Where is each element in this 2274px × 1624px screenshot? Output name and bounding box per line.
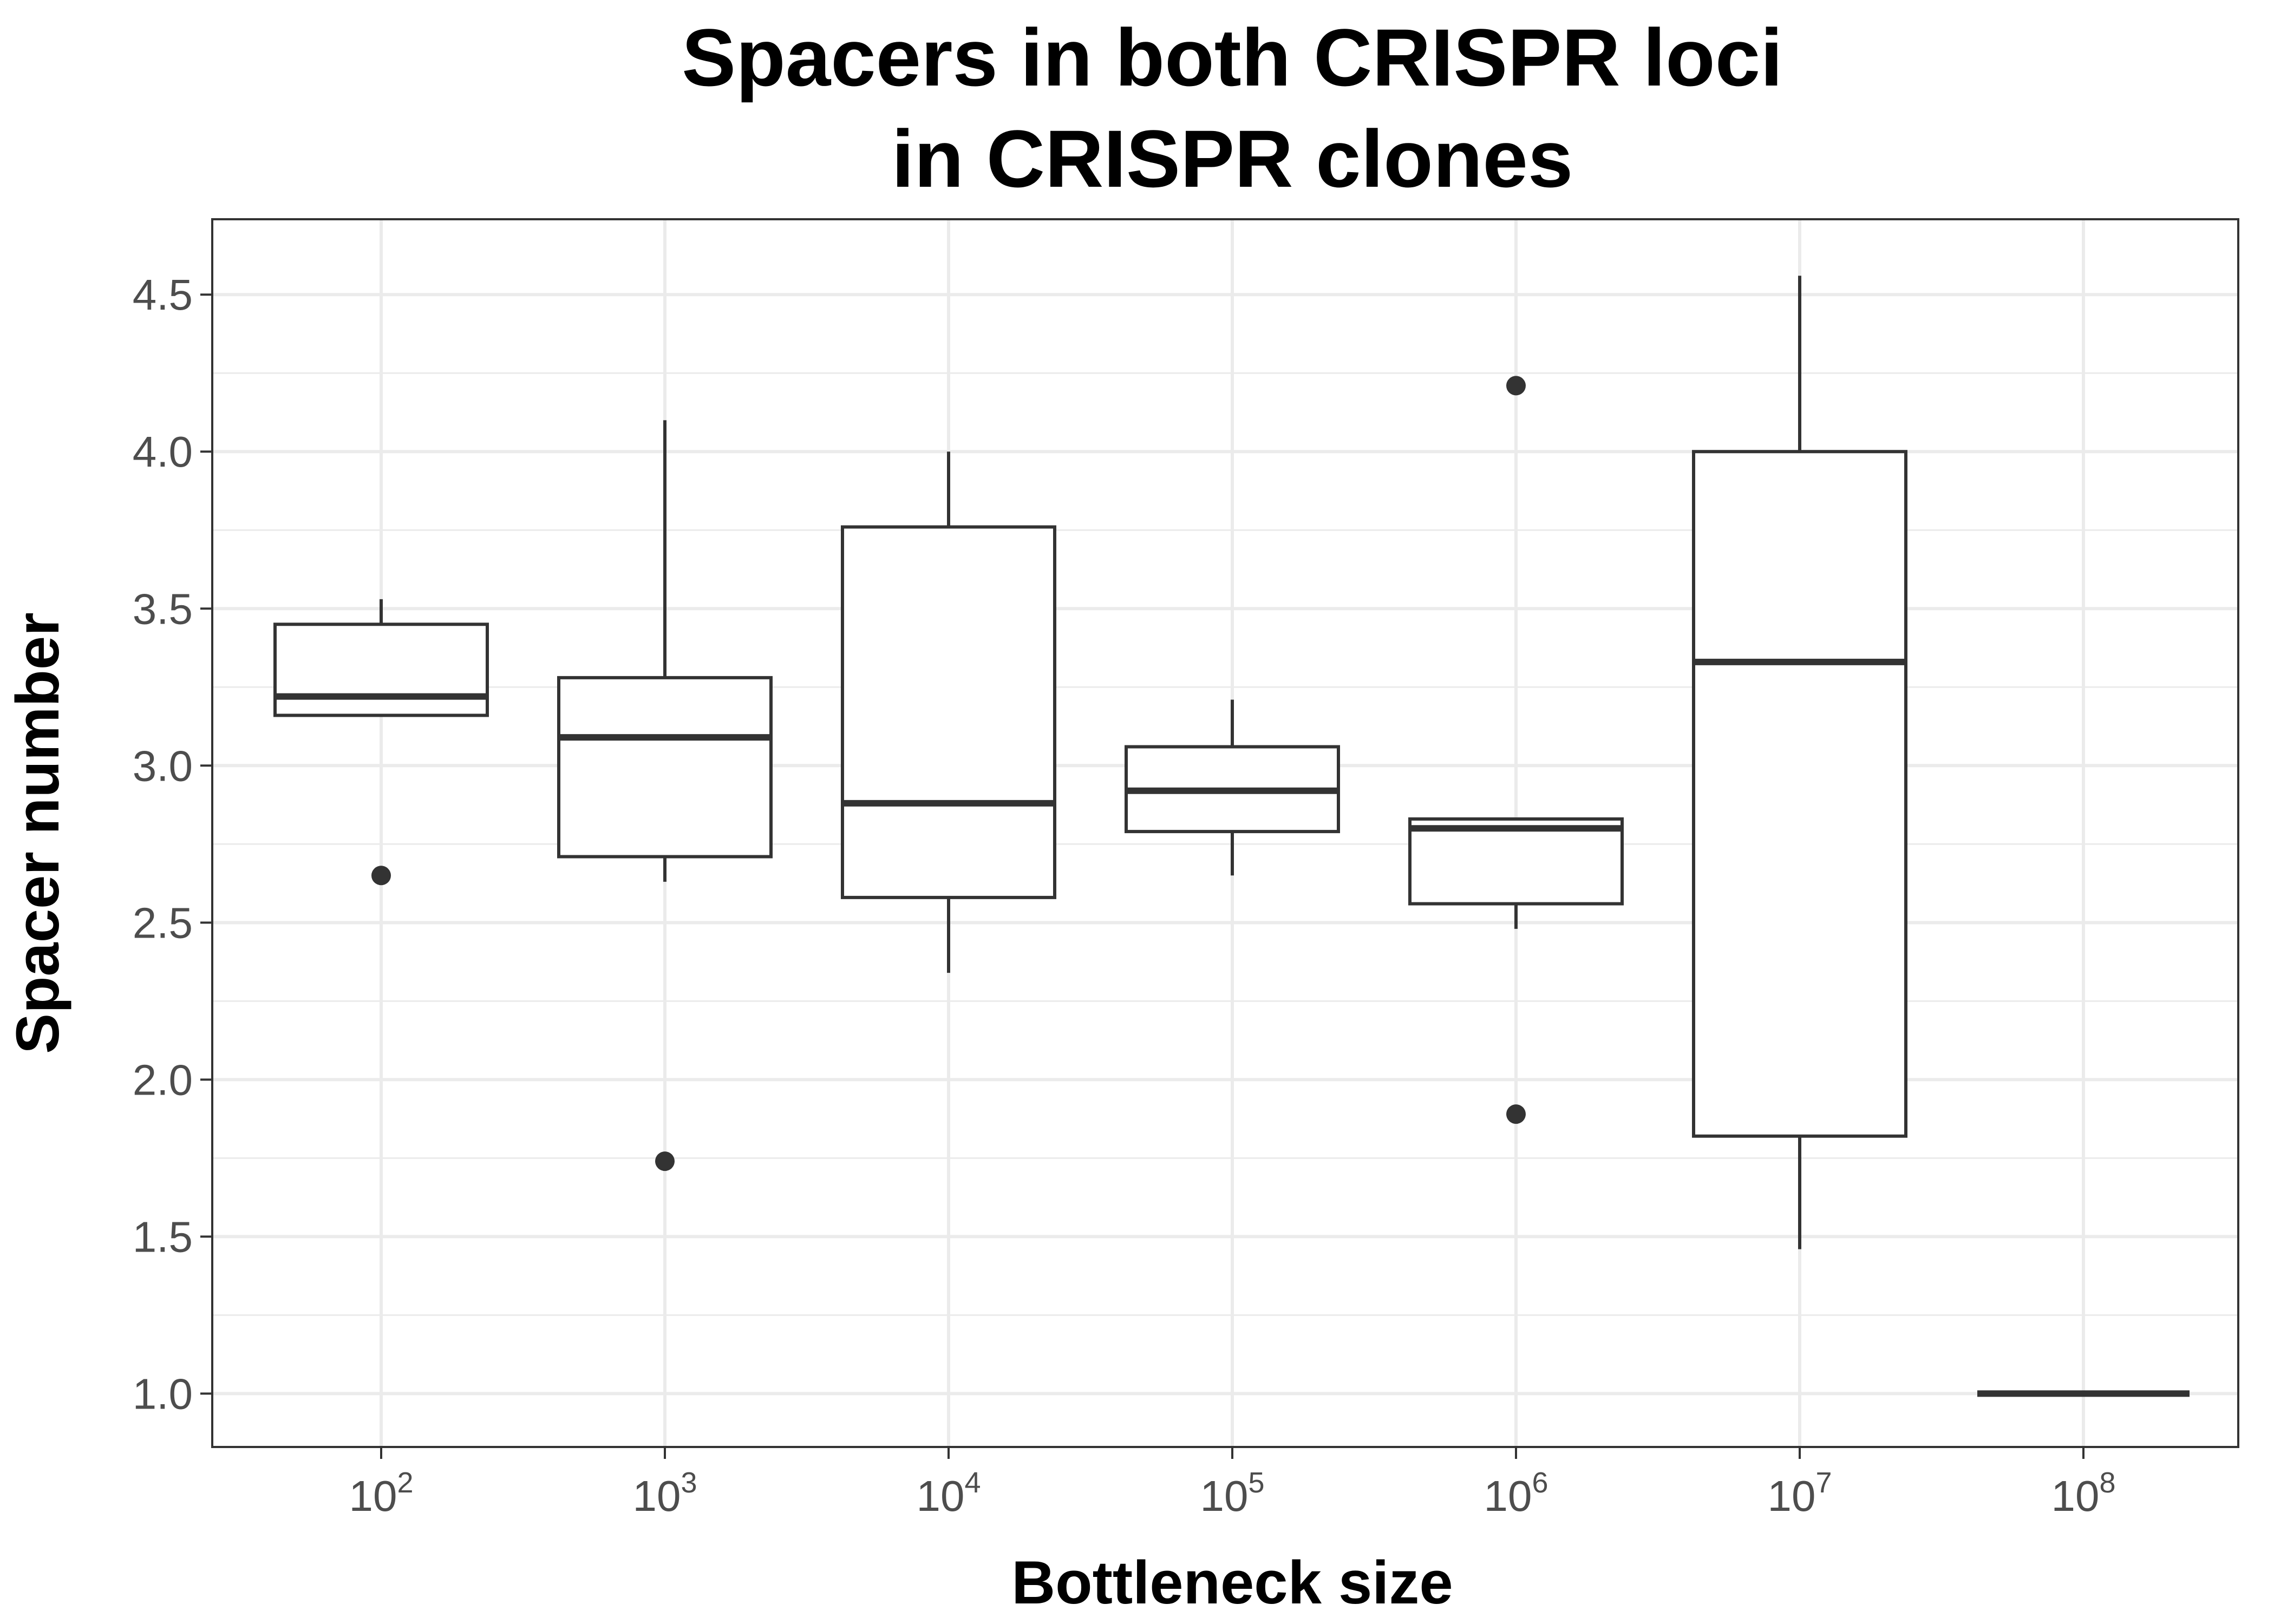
y-tick-label: 2.5 — [133, 899, 193, 947]
y-tick-label: 3.0 — [133, 742, 193, 790]
box-iqr — [1408, 817, 1624, 906]
x-tick-label: 106 — [1484, 1466, 1548, 1520]
x-tick-label: 102 — [349, 1466, 413, 1520]
outlier-point — [371, 866, 391, 886]
x-tick-label: 103 — [632, 1466, 697, 1520]
box-iqr — [557, 676, 773, 859]
chart-title-line-2: in CRISPR clones — [892, 113, 1573, 204]
plot-panel-border — [211, 218, 2239, 1448]
box-100 — [273, 599, 489, 886]
box-1000000 — [1408, 376, 1624, 1124]
y-tick-label: 4.0 — [133, 428, 193, 476]
x-tick-label: 108 — [2051, 1466, 2115, 1520]
y-tick-label: 2.0 — [133, 1056, 193, 1104]
x-tick-label: 105 — [1200, 1466, 1264, 1520]
x-tick-label: 107 — [1767, 1466, 1832, 1520]
x-axis-title: Bottleneck size — [1011, 1549, 1453, 1616]
box-iqr — [1692, 450, 1907, 1138]
outlier-point — [1506, 376, 1526, 396]
x-tick-label: 104 — [916, 1466, 981, 1520]
outlier-point — [1506, 1104, 1526, 1124]
y-axis-ticks: 1.0 1.5 2.0 2.5 3.0 3.5 4.0 4.5 — [133, 271, 212, 1418]
box-100000 — [1125, 699, 1340, 876]
box-1000 — [557, 420, 773, 1171]
box-10000 — [841, 451, 1056, 973]
box-iqr — [273, 623, 489, 717]
box-layer — [273, 276, 2190, 1397]
chart-title-line-1: Spacers in both CRISPR loci — [682, 12, 1783, 103]
y-tick-label: 1.0 — [133, 1370, 193, 1418]
y-tick-label: 4.5 — [133, 271, 193, 319]
x-axis-ticks: 102 103 104 105 106 107 108 — [349, 1447, 2116, 1520]
y-tick-label: 1.5 — [133, 1213, 193, 1261]
box-iqr — [841, 525, 1056, 899]
outlier-point — [655, 1151, 675, 1171]
box-10000000 — [1692, 276, 1907, 1249]
y-axis-title: Spacer number — [4, 612, 71, 1053]
y-tick-label: 3.5 — [133, 585, 193, 633]
